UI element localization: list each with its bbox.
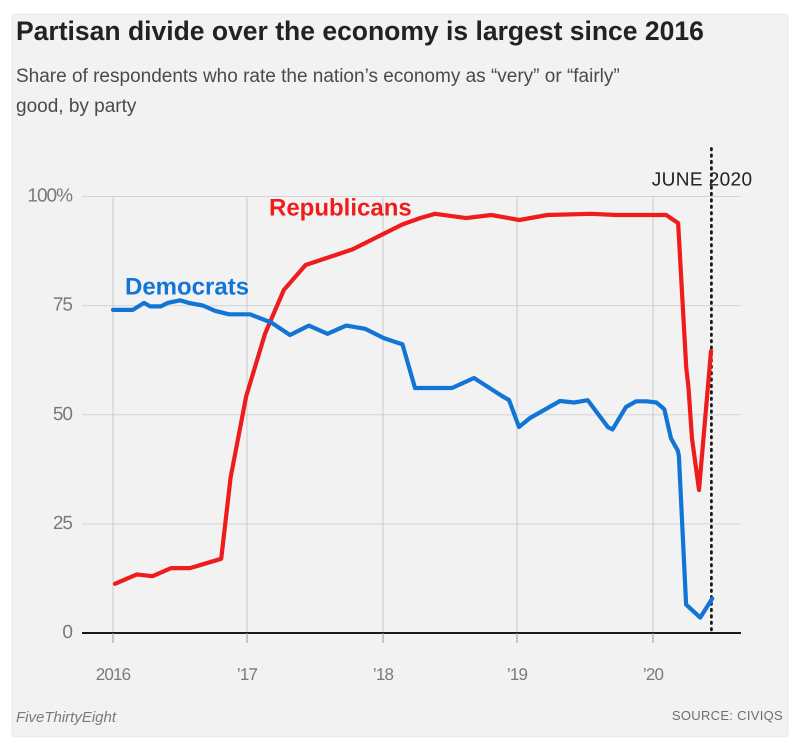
svg-text:’18: ’18 bbox=[373, 665, 394, 684]
svg-text:75: 75 bbox=[53, 295, 73, 316]
svg-text:50: 50 bbox=[53, 404, 73, 425]
svg-text:Democrats: Democrats bbox=[125, 274, 249, 301]
svg-text:0: 0 bbox=[62, 622, 72, 643]
svg-text:’20: ’20 bbox=[643, 665, 664, 684]
svg-text:JUNE 2020: JUNE 2020 bbox=[652, 170, 753, 191]
svg-text:2016: 2016 bbox=[96, 665, 131, 684]
svg-text:25: 25 bbox=[53, 513, 73, 534]
svg-text:Republicans: Republicans bbox=[269, 195, 412, 222]
svg-text:’19: ’19 bbox=[507, 665, 528, 684]
svg-text:100%: 100% bbox=[27, 186, 73, 207]
svg-text:’17: ’17 bbox=[237, 665, 258, 684]
